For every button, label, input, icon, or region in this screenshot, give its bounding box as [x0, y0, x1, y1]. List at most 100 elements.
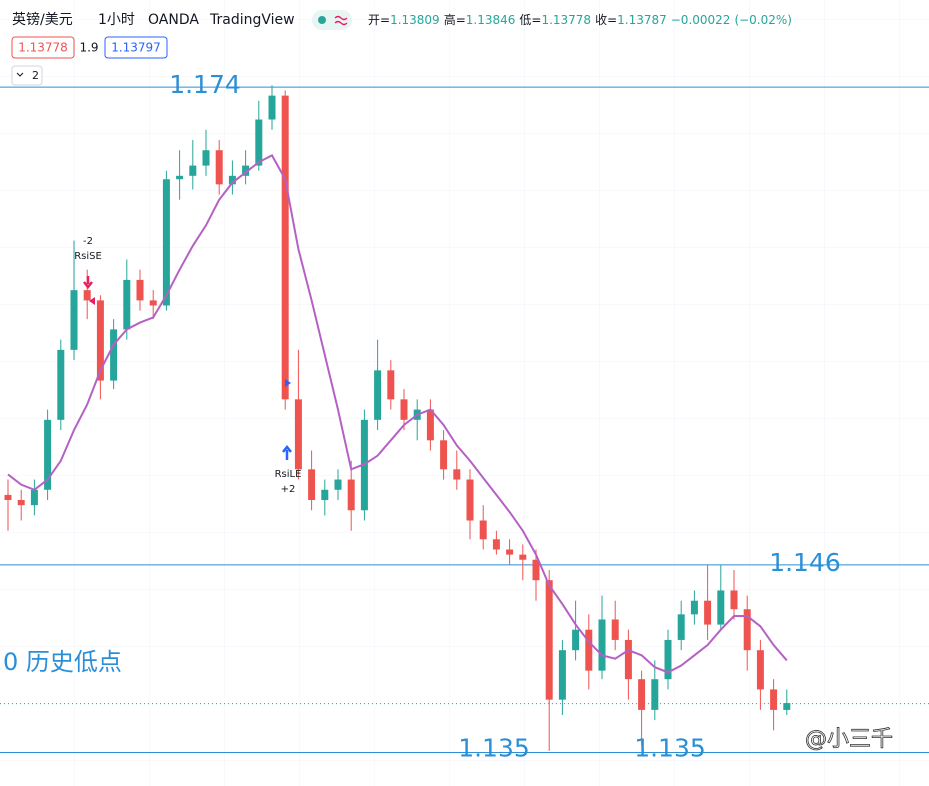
signal-qty: +2 [281, 484, 296, 495]
ohlc-value: 1.13778 [541, 13, 591, 27]
candle-body [453, 469, 461, 480]
interval: 1小时 [98, 12, 135, 28]
candle-body [176, 175, 184, 180]
candle-body [123, 279, 131, 330]
candle-body [545, 580, 553, 700]
candle-body [347, 479, 355, 511]
candle-body [334, 479, 342, 490]
level-label: 1.135 [458, 734, 530, 763]
candle-body [17, 500, 25, 506]
ohlc-text: 开=1.13809 高=1.13846 低=1.13778 收=1.13787 −0.0… [368, 12, 792, 27]
candle-body [492, 539, 500, 550]
candle-body [110, 329, 118, 381]
symbol: 英镑/美元 [12, 11, 73, 28]
sell-marker [89, 297, 95, 305]
sell-arrow [83, 276, 93, 290]
candle-body [717, 590, 725, 625]
candle-body [743, 609, 751, 651]
ask: 1.13797 [111, 41, 161, 55]
source: OANDA [148, 12, 199, 28]
candle-body [189, 165, 197, 176]
status-pill[interactable] [312, 10, 352, 30]
ohlc-label: 高= [444, 12, 466, 27]
indicator-count: 2 [32, 69, 39, 82]
buy-marker [285, 379, 291, 387]
candle-body [479, 520, 487, 540]
ask-box[interactable] [104, 36, 168, 59]
candle-body [638, 679, 646, 710]
candle-body [664, 639, 672, 680]
chevron [16, 72, 24, 77]
buy-arrow [282, 444, 292, 460]
status-icon [334, 15, 348, 26]
candle-body [400, 399, 408, 420]
candle-body [321, 489, 329, 501]
indicator-toggle[interactable] [11, 65, 43, 86]
annotation: 0 历史低点 [3, 648, 122, 676]
candle-body [57, 349, 65, 420]
platform: TradingView [209, 12, 295, 28]
candle-body [770, 689, 778, 710]
signal-name: RsiSE [74, 251, 102, 262]
watermark: @小三千 [805, 727, 893, 752]
candle-body [756, 650, 764, 690]
candle-body [268, 95, 276, 120]
moving-average [7, 154, 788, 674]
candle-body [426, 409, 434, 441]
candle-body [558, 650, 566, 700]
candle-body [730, 590, 738, 610]
candle-body [690, 600, 698, 615]
level-label: 1.174 [169, 70, 241, 99]
candle-body [466, 479, 474, 521]
candle-body [228, 175, 236, 185]
ohlc-label: 开= [368, 13, 390, 27]
plot-area: 1.174 1.146 1.135 1.135 [0, 70, 929, 763]
candle-body [611, 619, 619, 640]
ohlc-value: 1.13846 [466, 13, 516, 27]
ohlc-label: 收= [595, 13, 617, 27]
candle-body [44, 419, 52, 490]
candle-body [294, 399, 302, 470]
candle-body [83, 290, 91, 301]
ohlc-legend: 开=1.13809 高=1.13846 低=1.13778 收=1.13787 −0.0… [368, 12, 792, 27]
candle-body [374, 370, 382, 420]
candle-body [783, 703, 791, 710]
bid-box[interactable] [11, 36, 75, 59]
candle-body [677, 614, 685, 640]
candle-body [70, 290, 78, 350]
candle-body [30, 489, 38, 506]
candle-body [598, 619, 606, 671]
candle-body [704, 600, 712, 625]
candle-body [96, 300, 104, 381]
signal-name: RsiLE [275, 469, 302, 480]
candle-body [281, 95, 289, 400]
candle-body [651, 679, 659, 710]
candle-body [308, 469, 316, 501]
level-label: 1.146 [769, 548, 841, 577]
candle-body [440, 440, 448, 470]
signal-qty: -2 [83, 236, 93, 247]
status-dot [318, 16, 326, 24]
candle-body [624, 639, 632, 680]
level-label: 1.135 [634, 734, 706, 763]
candle-body [4, 494, 12, 501]
spread: 1.9 [79, 41, 98, 55]
candle-body [532, 559, 540, 581]
candle-body [519, 554, 527, 560]
candle-body [387, 370, 395, 400]
candle-body [136, 279, 144, 301]
ohlc-value: 1.13809 [390, 13, 440, 27]
ohlc-value: 1.13787 [617, 13, 667, 27]
bid: 1.13778 [18, 41, 68, 55]
ohlc-label: 低= [519, 13, 541, 27]
change-pct: (−0.02%) [734, 13, 792, 27]
candle-body [215, 150, 223, 185]
candle-body [506, 549, 514, 555]
change: −0.00022 [671, 13, 731, 27]
candle-body [585, 629, 593, 671]
candle-body [202, 150, 210, 166]
candle-body [242, 165, 250, 176]
candle-body [162, 179, 170, 306]
